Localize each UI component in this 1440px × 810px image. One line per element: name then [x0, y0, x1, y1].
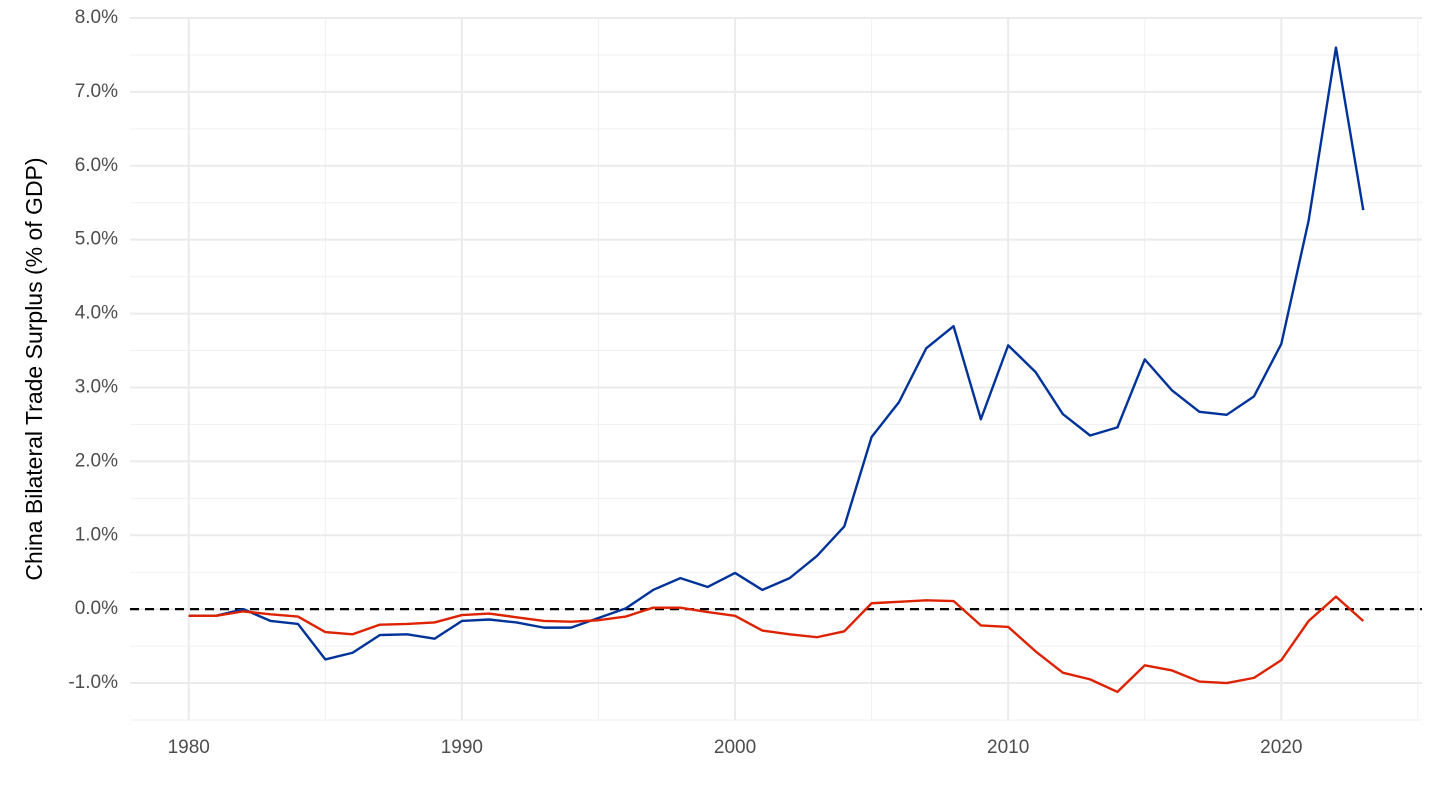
- y-tick-label: 8.0%: [75, 7, 118, 28]
- y-tick-label: 2.0%: [75, 450, 118, 471]
- y-tick-label: 1.0%: [75, 524, 118, 545]
- x-tick-label: 2010: [987, 737, 1029, 758]
- y-tick-label: 5.0%: [75, 229, 118, 250]
- y-tick-label: 6.0%: [75, 155, 118, 176]
- x-tick-label: 1990: [441, 737, 483, 758]
- x-tick-label: 2020: [1260, 737, 1302, 758]
- y-tick-label: 3.0%: [75, 376, 118, 397]
- y-tick-label: 0.0%: [75, 598, 118, 619]
- y-tick-label: -1.0%: [68, 672, 118, 693]
- x-tick-label: 2000: [714, 737, 756, 758]
- y-axis-title: China Bilateral Trade Surplus (% of GDP): [21, 157, 47, 580]
- x-tick-label: 1980: [168, 737, 210, 758]
- y-tick-label: 7.0%: [75, 81, 118, 102]
- data-line: [188, 46, 1365, 661]
- y-tick-label: 4.0%: [75, 303, 118, 324]
- data-line: [188, 595, 1365, 694]
